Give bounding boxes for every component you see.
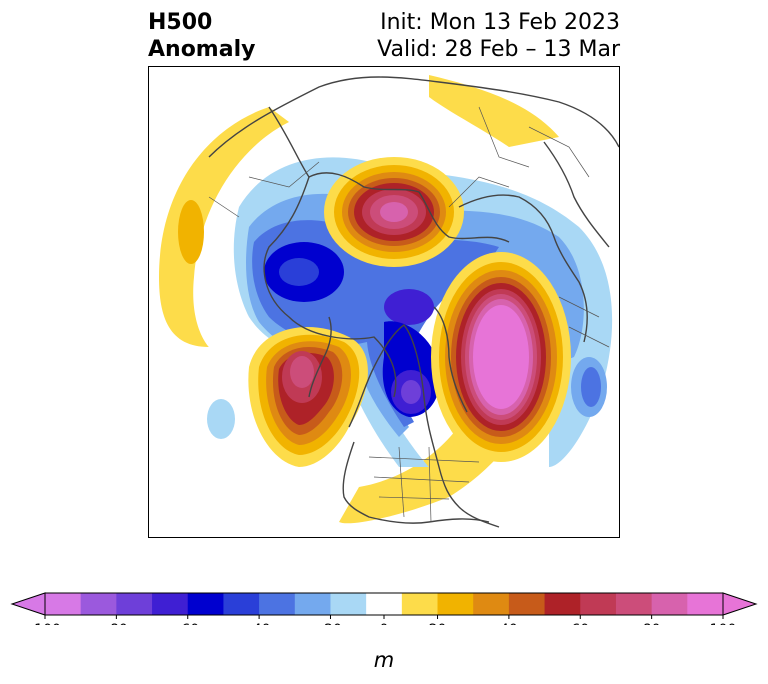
valid-label: Valid: 28 Feb – 13 Mar xyxy=(377,37,620,62)
colorbar-tick-labels: -100 -80 -60 -40 -20 0 20 40 60 80 100 xyxy=(29,622,736,625)
colorbar-tick-label: 20 xyxy=(429,622,447,625)
positive-center-siberia xyxy=(324,157,464,267)
coastlines xyxy=(208,76,619,528)
colorbar-tick-label: -20 xyxy=(319,622,342,625)
subvariable-label: Anomaly xyxy=(148,37,256,62)
colorbar-tick-label: -80 xyxy=(105,622,128,625)
negative-anomaly-ring xyxy=(207,157,613,468)
colorbar-box xyxy=(45,593,82,615)
colorbar-box xyxy=(401,593,439,615)
colorbar-tick-label: 60 xyxy=(571,622,589,625)
colorbar-box xyxy=(437,593,474,615)
colorbar-over-extension xyxy=(722,592,758,616)
colorbar-box xyxy=(223,593,260,615)
colorbar-tick-label: -100 xyxy=(29,622,61,625)
map-panel xyxy=(148,66,620,538)
variable-label: H500 xyxy=(148,10,213,35)
colorbar-tick-label: 0 xyxy=(380,622,389,625)
colorbar-segments xyxy=(10,592,758,616)
colorbar-box xyxy=(615,593,653,615)
colorbar-tick-label: 100 xyxy=(710,622,737,625)
colorbar-box xyxy=(687,593,724,615)
colorbar-box xyxy=(508,593,546,615)
colorbar-box xyxy=(259,593,296,615)
colorbar-box xyxy=(651,593,688,615)
colorbar-tick-label: -40 xyxy=(248,622,271,625)
colorbar: -100 -80 -60 -40 -20 0 20 40 60 80 100 xyxy=(10,592,758,625)
colorbar-box xyxy=(580,593,617,615)
colorbar-ticks xyxy=(44,615,724,619)
positive-center-atlantic xyxy=(431,252,571,462)
anomaly-map xyxy=(149,67,619,537)
colorbar-tick-label: -60 xyxy=(176,622,199,625)
colorbar-box xyxy=(473,593,510,615)
political-boundaries xyxy=(208,106,610,523)
map-title: H500 Anomaly xyxy=(148,9,255,63)
colorbar-box xyxy=(330,593,367,615)
colorbar-tick-label: 40 xyxy=(500,622,518,625)
colorbar-under-extension xyxy=(10,592,46,616)
colorbar-box xyxy=(366,593,403,615)
init-label: Init: Mon 13 Feb 2023 xyxy=(380,10,620,35)
positive-center-alaska xyxy=(248,327,368,467)
colorbar-box xyxy=(544,593,581,615)
colorbar-tick-label: 80 xyxy=(643,622,661,625)
colorbar-box xyxy=(294,593,331,615)
colorbar-box xyxy=(80,593,117,615)
colorbar-box xyxy=(187,593,224,615)
units-label: m xyxy=(373,648,395,672)
time-info: Init: Mon 13 Feb 2023 Valid: 28 Feb – 13… xyxy=(377,9,620,63)
colorbar-box xyxy=(116,593,153,615)
colorbar-box xyxy=(152,593,189,615)
